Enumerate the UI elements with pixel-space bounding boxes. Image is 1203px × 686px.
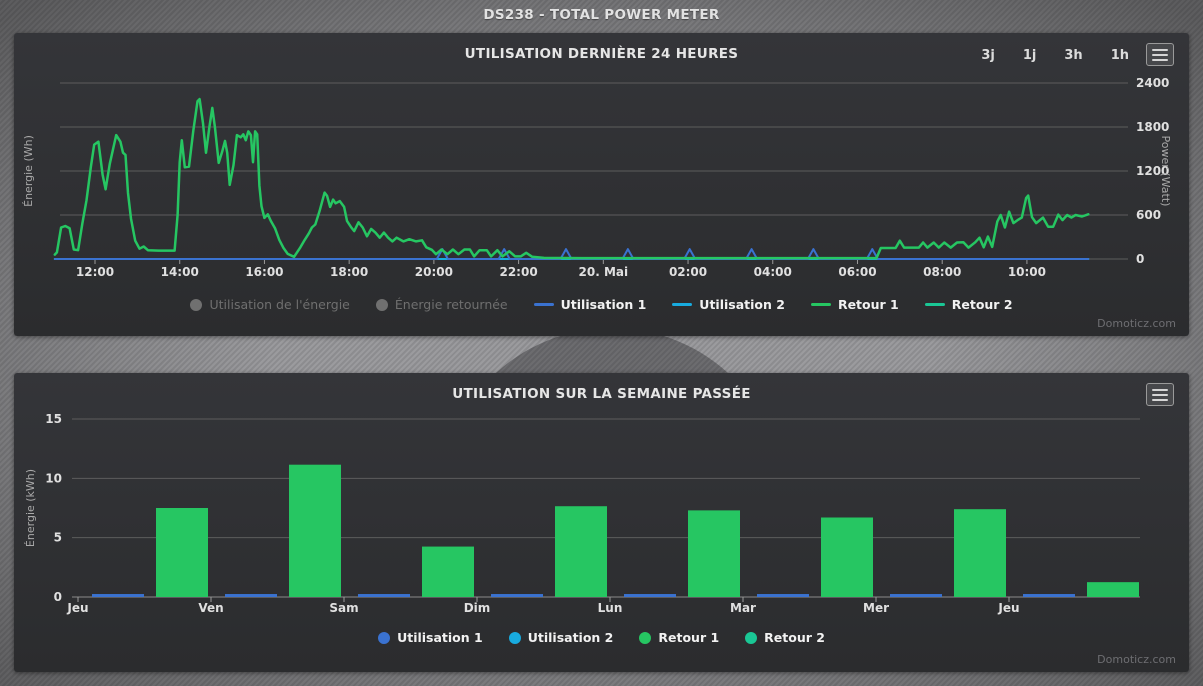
legend-item-utilisation-1[interactable]: Utilisation 1 — [378, 630, 483, 645]
legend-label: Retour 2 — [951, 297, 1013, 312]
y-axis-tick-label: 0 — [54, 590, 62, 604]
x-axis-tick-label: 08:00 — [923, 265, 961, 279]
bar-retour-1[interactable] — [156, 508, 208, 597]
y-axis-tick-label: 5 — [54, 531, 62, 545]
series-line-retour-1[interactable] — [53, 97, 1090, 260]
y-axis-tick-label: 1800 — [1136, 120, 1169, 134]
legend-marker-line-icon — [810, 303, 831, 306]
hamburger-menu-icon[interactable] — [1146, 43, 1174, 66]
legend-marker-line-icon — [672, 303, 693, 306]
range-selector: 3j 1j 3h 1h — [981, 48, 1129, 63]
legend-label: Utilisation 2 — [699, 297, 785, 312]
legend-item-retour-1[interactable]: Retour 1 — [639, 630, 719, 645]
chart1-legend: Utilisation de l'énergie Énergie retourné… — [14, 297, 1189, 312]
legend-label: Utilisation 2 — [527, 630, 614, 645]
legend-marker-circle-icon — [508, 631, 521, 644]
bar-chart-canvas[interactable]: 0 5 10 15 Jeu Ven Sam Dim Lun Mar Mer Jeu Énergie (k… — [14, 413, 1189, 618]
x-axis-tick-label: 06:00 — [838, 265, 876, 279]
x-axis-category-label: Dim — [464, 601, 491, 615]
panel-last-week: UTILISATION SUR LA SEMAINE PASSÉE 0 5 10 15… — [14, 373, 1189, 672]
legend-label: Utilisation 1 — [560, 297, 647, 312]
legend-label: Utilisation 1 — [397, 630, 483, 645]
bar-utilisation-1[interactable] — [1023, 594, 1075, 597]
legend-item-retour-2[interactable]: Retour 2 — [924, 297, 1013, 312]
y-axis-tick-label: 15 — [45, 413, 62, 426]
bar-retour-1[interactable] — [555, 506, 607, 597]
range-button-1d[interactable]: 1j — [1022, 48, 1037, 63]
x-axis-tick-label: 12:00 — [76, 265, 114, 279]
y-axis-tick-label: 1200 — [1136, 164, 1169, 178]
legend-item-utilisation-1[interactable]: Utilisation 1 — [533, 297, 647, 312]
legend-label: Énergie retournée — [394, 297, 508, 312]
chart1-title: UTILISATION DERNIÈRE 24 HEURES — [464, 46, 739, 62]
legend-item-utilisation-de-l-nergie[interactable]: Utilisation de l'énergie — [190, 297, 350, 312]
legend-item-retour-1[interactable]: Retour 1 — [810, 297, 899, 312]
x-axis-tick-label: 04:00 — [754, 265, 792, 279]
bar-retour-1[interactable] — [821, 517, 873, 597]
range-button-1h[interactable]: 1h — [1110, 48, 1129, 63]
bar-retour-1[interactable] — [289, 464, 341, 597]
legend-label: Utilisation de l'énergie — [209, 297, 350, 312]
domoticz-watermark: Domoticz.com — [1097, 653, 1176, 666]
bar-retour-1[interactable] — [688, 510, 740, 597]
y-axis-title: Énergie (kWh) — [24, 469, 37, 547]
bar-utilisation-1[interactable] — [624, 594, 676, 597]
bar-retour-1[interactable] — [1087, 582, 1139, 597]
x-axis-category-label: Sam — [329, 601, 358, 615]
legend-label: Retour 1 — [658, 630, 720, 645]
legend-marker-circle-icon — [190, 298, 203, 311]
x-axis-tick-label: 16:00 — [245, 265, 283, 279]
bar-utilisation-1[interactable] — [491, 594, 543, 597]
x-axis-tick-label: 20:00 — [415, 265, 453, 279]
bar-retour-1[interactable] — [422, 546, 474, 597]
legend-marker-circle-icon — [639, 631, 652, 644]
legend-label: Retour 2 — [764, 630, 825, 645]
domoticz-watermark: Domoticz.com — [1097, 317, 1176, 330]
x-axis-tick-label: 02:00 — [669, 265, 707, 279]
bar-utilisation-1[interactable] — [890, 594, 942, 597]
x-axis-category-label: Jeu — [997, 601, 1019, 615]
legend-marker-line-icon — [924, 303, 945, 306]
chart2-legend: Utilisation 1 Utilisation 2 Retour 1 Retour… — [14, 630, 1189, 645]
range-button-3h[interactable]: 3h — [1064, 48, 1083, 63]
x-axis-tick-label: 10:00 — [1008, 265, 1046, 279]
x-axis-tick-label: 14:00 — [161, 265, 199, 279]
legend-item-retour-2[interactable]: Retour 2 — [745, 630, 825, 645]
y-axis-tick-label: 2400 — [1136, 76, 1169, 90]
bar-utilisation-1[interactable] — [92, 594, 144, 597]
y-axis-tick-label: 0 — [1136, 252, 1144, 266]
y-axis-title-right: Power (Watt) — [1159, 136, 1172, 207]
bar-retour-1[interactable] — [954, 509, 1006, 597]
legend-item-utilisation-2[interactable]: Utilisation 2 — [508, 630, 614, 645]
chart2-title: UTILISATION SUR LA SEMAINE PASSÉE — [452, 386, 751, 402]
legend-label: Retour 1 — [837, 297, 899, 312]
hamburger-menu-icon[interactable] — [1146, 383, 1174, 406]
legend-marker-circle-icon — [745, 631, 758, 644]
y-axis-title-left: Énergie (Wh) — [22, 135, 35, 207]
line-chart-canvas[interactable]: 0 600 1200 1800 2400 12:00 14:00 16:00 18:00 20:0… — [14, 73, 1189, 285]
bar-utilisation-1[interactable] — [757, 594, 809, 597]
y-axis-tick-label: 600 — [1136, 208, 1161, 222]
x-axis-tick-label: 22:00 — [499, 265, 537, 279]
legend-item--nergie-retourn-e[interactable]: Énergie retournée — [375, 297, 508, 312]
legend-marker-circle-icon — [378, 631, 391, 644]
legend-item-utilisation-2[interactable]: Utilisation 2 — [672, 297, 785, 312]
bar-utilisation-1[interactable] — [225, 594, 277, 597]
y-axis-tick-label: 10 — [45, 471, 62, 485]
x-axis-category-label: Jeu — [66, 601, 88, 615]
page-title: DS238 - TOTAL POWER METER — [483, 7, 720, 23]
range-button-3d[interactable]: 3j — [981, 48, 995, 63]
bar-utilisation-1[interactable] — [358, 594, 410, 597]
x-axis-category-label: Mer — [863, 601, 889, 615]
x-axis-tick-label: 20. Mai — [579, 265, 629, 279]
legend-marker-line-icon — [533, 303, 554, 306]
x-axis-tick-label: 18:00 — [330, 265, 368, 279]
x-axis-category-label: Lun — [598, 601, 623, 615]
panel-last-24h: UTILISATION DERNIÈRE 24 HEURES 3j 1j 3h … — [14, 33, 1189, 336]
x-axis-category-label: Mar — [730, 601, 756, 615]
x-axis-category-label: Ven — [198, 601, 223, 615]
legend-marker-circle-icon — [375, 298, 388, 311]
